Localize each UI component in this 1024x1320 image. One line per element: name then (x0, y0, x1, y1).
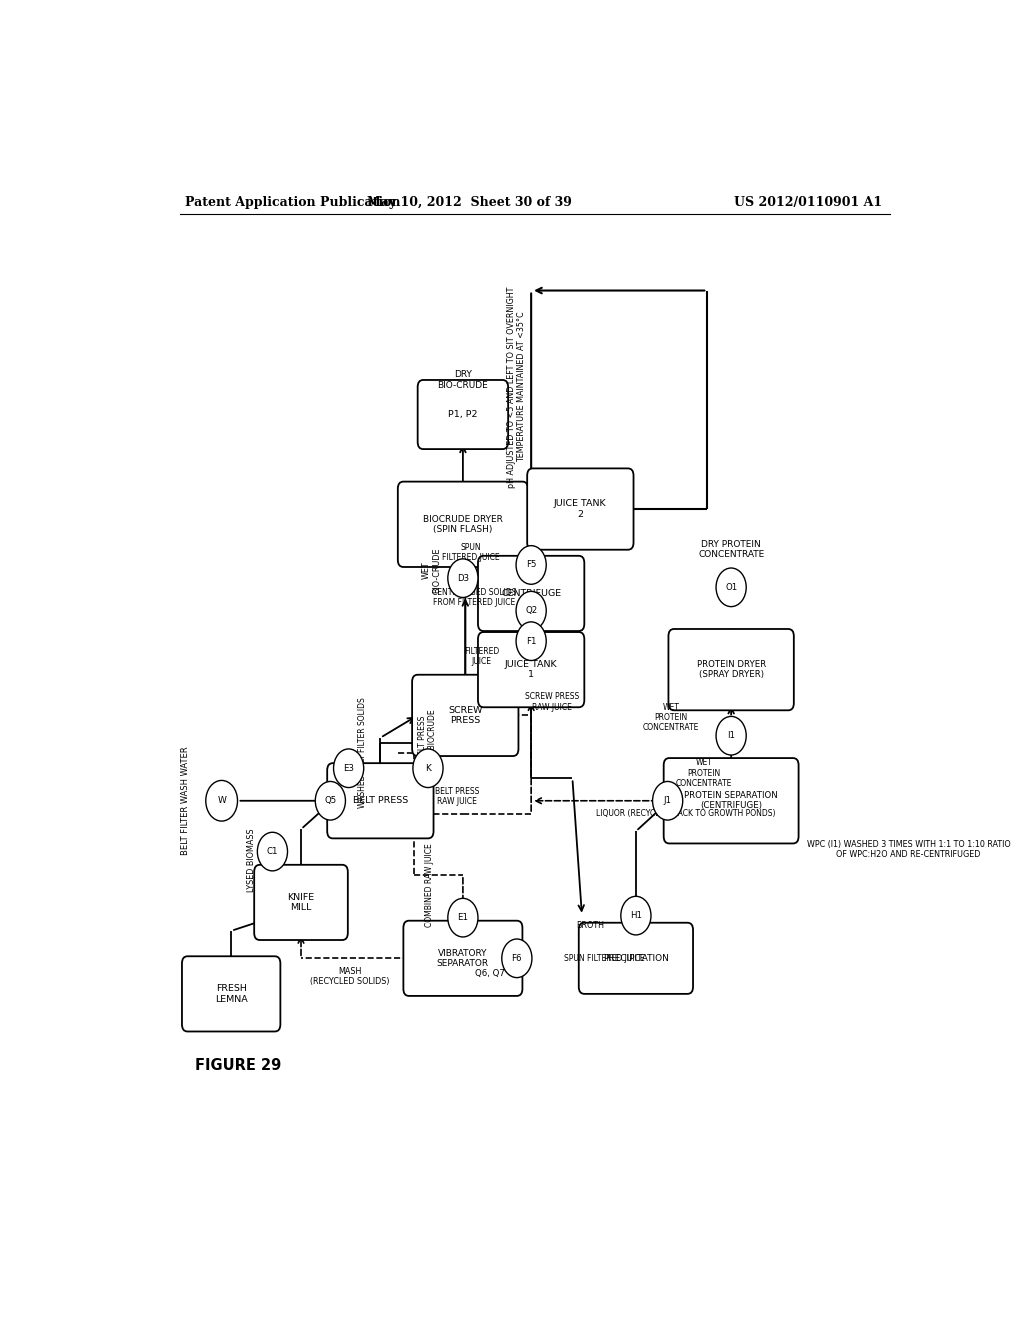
Text: SPUN FILTERED JUICE: SPUN FILTERED JUICE (564, 954, 645, 962)
FancyBboxPatch shape (527, 469, 634, 549)
Text: BIOCRUDE DRYER
(SPIN FLASH): BIOCRUDE DRYER (SPIN FLASH) (423, 515, 503, 535)
FancyBboxPatch shape (579, 923, 693, 994)
Text: F5: F5 (526, 561, 537, 569)
Text: LYSED BIOMASS: LYSED BIOMASS (248, 828, 256, 891)
Text: F1: F1 (526, 636, 537, 645)
Text: COMBINED RAW JUICE: COMBINED RAW JUICE (425, 843, 434, 927)
Text: SCREW
PRESS: SCREW PRESS (449, 706, 482, 725)
Text: D3: D3 (457, 574, 469, 582)
Text: WASHED BELT FILTER SOLIDS: WASHED BELT FILTER SOLIDS (357, 697, 367, 808)
Circle shape (257, 833, 288, 871)
Text: WET
BIO-CRUDE: WET BIO-CRUDE (422, 548, 441, 593)
Circle shape (516, 622, 546, 660)
Text: H1: H1 (630, 911, 642, 920)
Circle shape (716, 568, 746, 607)
Text: JUICE TANK
1: JUICE TANK 1 (505, 660, 557, 680)
FancyBboxPatch shape (328, 763, 433, 838)
Text: US 2012/0110901 A1: US 2012/0110901 A1 (734, 195, 882, 209)
Circle shape (502, 939, 531, 978)
Text: Patent Application Publication: Patent Application Publication (185, 195, 400, 209)
Circle shape (716, 717, 746, 755)
Text: KNIFE
MILL: KNIFE MILL (288, 892, 314, 912)
Text: I1: I1 (727, 731, 735, 741)
Text: C1: C1 (266, 847, 279, 857)
Circle shape (447, 558, 478, 598)
Circle shape (621, 896, 651, 935)
Text: SPUN
FILTERED JUICE: SPUN FILTERED JUICE (441, 543, 500, 562)
Circle shape (206, 780, 238, 821)
FancyBboxPatch shape (418, 380, 508, 449)
Text: E1: E1 (458, 913, 468, 923)
FancyBboxPatch shape (478, 632, 585, 708)
FancyBboxPatch shape (254, 865, 348, 940)
Text: PRECIPITATION: PRECIPITATION (603, 954, 669, 962)
Text: CENTRIFUGED SOLIDS
FROM FILTERED JUICE: CENTRIFUGED SOLIDS FROM FILTERED JUICE (432, 587, 517, 607)
Text: Q2: Q2 (525, 606, 538, 615)
Text: J1: J1 (664, 796, 672, 805)
Circle shape (447, 899, 478, 937)
Text: DRY
BIO-CRUDE: DRY BIO-CRUDE (437, 371, 488, 389)
Text: O1: O1 (725, 583, 737, 591)
Text: FRESH
LEMNA: FRESH LEMNA (215, 985, 248, 1003)
Text: E3: E3 (343, 764, 354, 772)
FancyBboxPatch shape (669, 630, 794, 710)
Text: WPC (I1) WASHED 3 TIMES WITH 1:1 TO 1:10 RATIO
OF WPC:H2O AND RE-CENTRIFUGED: WPC (I1) WASHED 3 TIMES WITH 1:1 TO 1:10… (807, 840, 1011, 859)
Text: K: K (425, 764, 431, 772)
Text: CENTRIFUGE: CENTRIFUGE (501, 589, 561, 598)
Text: BELT PRESS
RAW JUICE: BELT PRESS RAW JUICE (435, 787, 479, 807)
Text: WET
PROTEIN
CONCENTRATE: WET PROTEIN CONCENTRATE (676, 759, 732, 788)
FancyBboxPatch shape (397, 482, 528, 568)
Text: W: W (217, 796, 226, 805)
Text: FILTERED
JUICE: FILTERED JUICE (464, 647, 500, 667)
FancyBboxPatch shape (412, 675, 518, 756)
Text: MASH
(RECYCLED SOLIDS): MASH (RECYCLED SOLIDS) (310, 968, 390, 986)
Text: P1, P2: P1, P2 (449, 411, 477, 418)
FancyBboxPatch shape (182, 956, 281, 1031)
Text: SCREW PRESS
RAW JUICE: SCREW PRESS RAW JUICE (524, 693, 579, 711)
Text: JUICE TANK
2: JUICE TANK 2 (554, 499, 606, 519)
FancyBboxPatch shape (403, 921, 522, 995)
Text: BELT PRESS
WET-BIOCRUDE: BELT PRESS WET-BIOCRUDE (418, 709, 437, 767)
Circle shape (516, 545, 546, 585)
Text: LIQUOR (RECYCLED BACK TO GROWTH PONDS): LIQUOR (RECYCLED BACK TO GROWTH PONDS) (596, 809, 776, 818)
Text: BROTH: BROTH (577, 921, 604, 931)
Text: WET
PROTEIN
CONCENTRATE: WET PROTEIN CONCENTRATE (643, 702, 699, 733)
Circle shape (334, 748, 364, 788)
Circle shape (413, 748, 443, 788)
Circle shape (516, 591, 546, 630)
Text: Q6, Q7: Q6, Q7 (475, 969, 505, 978)
Text: F6: F6 (512, 954, 522, 962)
FancyBboxPatch shape (664, 758, 799, 843)
Text: PROTEIN DRYER
(SPRAY DRYER): PROTEIN DRYER (SPRAY DRYER) (696, 660, 766, 680)
Text: Q5: Q5 (325, 796, 337, 805)
Circle shape (652, 781, 683, 820)
Circle shape (315, 781, 345, 820)
Text: BELT FILTER WASH WATER: BELT FILTER WASH WATER (180, 746, 189, 855)
Text: pH ADJUSTED TO <5 AND LEFT TO SIT OVERNIGHT
TEMPERATURE MAINTAINED AT <35°C: pH ADJUSTED TO <5 AND LEFT TO SIT OVERNI… (507, 286, 526, 488)
Text: DRY PROTEIN
CONCENTRATE: DRY PROTEIN CONCENTRATE (698, 540, 764, 560)
Text: PROTEIN SEPARATION
(CENTRIFUGE): PROTEIN SEPARATION (CENTRIFUGE) (684, 791, 778, 810)
Text: VIBRATORY
SEPARATOR: VIBRATORY SEPARATOR (437, 949, 489, 968)
Text: BELT PRESS: BELT PRESS (352, 796, 408, 805)
FancyBboxPatch shape (478, 556, 585, 631)
Text: FIGURE 29: FIGURE 29 (196, 1057, 282, 1073)
Text: May 10, 2012  Sheet 30 of 39: May 10, 2012 Sheet 30 of 39 (367, 195, 571, 209)
